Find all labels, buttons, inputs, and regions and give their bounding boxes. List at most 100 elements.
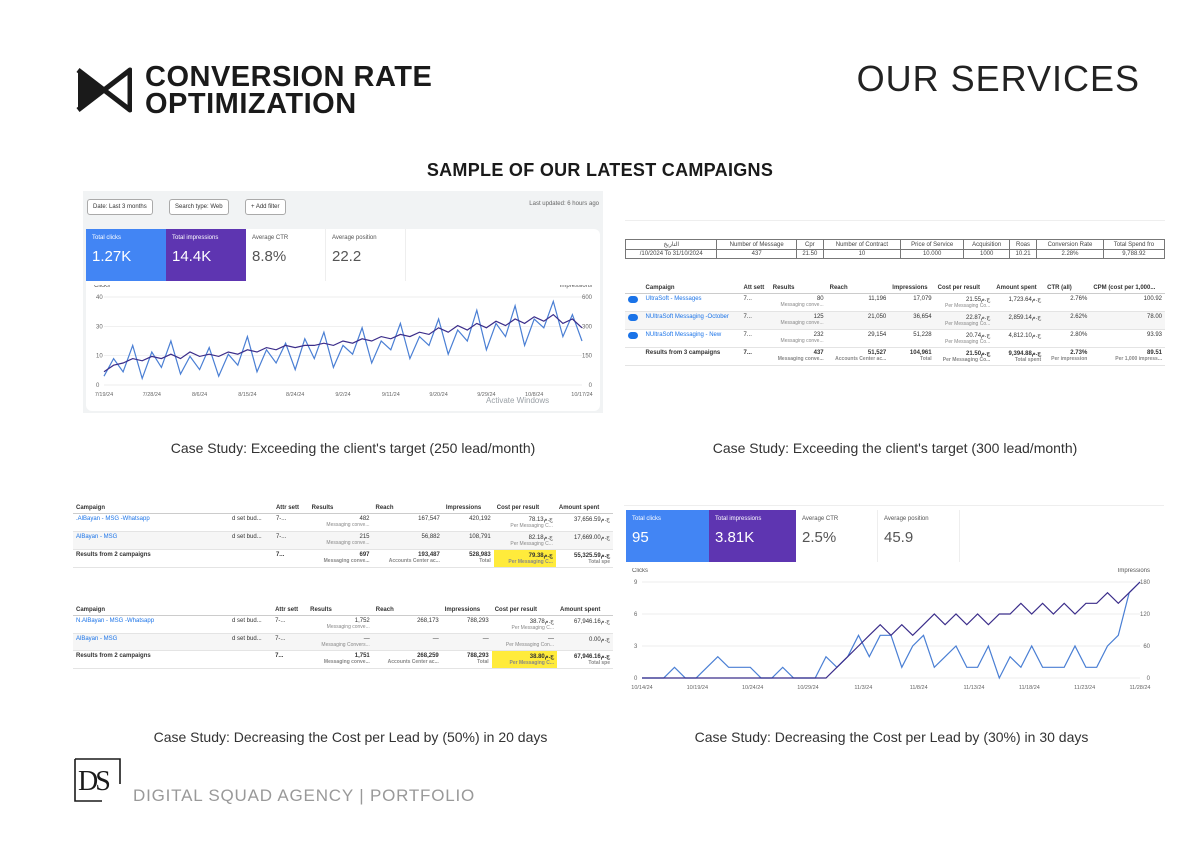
card-total-clicks[interactable]: Total clicks 1.27K <box>86 229 166 281</box>
col-header[interactable]: Amount spent <box>993 283 1045 294</box>
date-filter-chip[interactable]: Date: Last 3 months <box>87 199 153 215</box>
attribution-cell: 7-... <box>272 531 309 550</box>
col-header[interactable]: Amount spent <box>555 503 613 514</box>
toggle-switch[interactable] <box>628 332 638 339</box>
results-cell: 437 <box>813 350 824 356</box>
col-header[interactable]: Amount spent <box>557 605 613 616</box>
card-average-ctr[interactable]: Average CTR 2.5% <box>796 510 878 562</box>
col-header[interactable]: Campaign <box>642 283 741 294</box>
y2-tick-label: 150 <box>582 354 593 360</box>
card-total-clicks[interactable]: Total clicks 95 <box>626 510 709 562</box>
col-header[interactable]: Impressions <box>441 605 492 616</box>
section-title: SAMPLE OF OUR LATEST CAMPAIGNS <box>426 160 774 180</box>
campaign-name-link[interactable]: AlBayan - MSG <box>73 633 229 651</box>
x-tick-label: 7/19/24 <box>95 392 113 398</box>
sheet-header-cell: Roas <box>1009 239 1037 250</box>
ds-logo: DS <box>74 758 122 802</box>
col-header[interactable]: Att sett <box>740 283 770 294</box>
ctr-cell: 2.62% <box>1044 311 1091 330</box>
cpr-cell: — <box>548 636 555 642</box>
spent-cell: 67,946.16ج.م <box>557 615 613 634</box>
sheet-header-cell: Acquisition <box>963 239 1011 250</box>
card-total-impressions[interactable]: Total impressions 3.81K <box>709 510 796 562</box>
reach-cell: 193,487 <box>418 552 440 558</box>
attribution-cell: 7... <box>272 650 308 669</box>
col-header[interactable]: Attr sett <box>272 503 309 514</box>
col-header[interactable]: Campaign <box>73 605 229 616</box>
attribution-cell: 7-... <box>272 513 309 532</box>
card-label: Total clicks <box>632 516 662 522</box>
campaign-name-link[interactable]: UltraSoft - Messages <box>642 293 741 312</box>
series-line-clicks <box>103 299 583 381</box>
sheet-header-cell: Price of Service <box>900 239 965 250</box>
col-header[interactable]: Reach <box>372 503 443 514</box>
x-tick-label: 11/8/24 <box>910 685 928 691</box>
campaign-name-link[interactable]: NUltraSoft Messaging -October <box>642 311 741 330</box>
reach-cell: 11,196 <box>826 293 890 312</box>
col-header[interactable]: Results <box>769 283 827 294</box>
card-value: 3.81K <box>715 529 755 546</box>
cpr-highlight: 79.38ج.م Per Messaging C... <box>493 549 556 568</box>
col-header[interactable]: Cost per result <box>491 605 558 616</box>
caption-case-4: Case Study: Decreasing the Cost per Lead… <box>694 729 1089 745</box>
spent-cell: 37,656.59ج.م <box>555 513 613 532</box>
attribution-cell: 7... <box>740 347 770 366</box>
results-sub: Messaging conve... <box>780 338 824 344</box>
attribution-cell: 7... <box>272 549 309 568</box>
col-header[interactable]: Attr sett <box>272 605 308 616</box>
screenshot-ads-table-2: Campaign Attr sett Results Reach Impress… <box>73 503 613 699</box>
cpr-cell: 82.18ج.م <box>528 535 553 541</box>
campaign-name-link[interactable]: N.AlBayan - MSG -Whatsapp <box>73 615 229 634</box>
table-row: AlBayan - MSG d set bud... 7-... 215 Mess… <box>73 531 613 550</box>
col-header[interactable]: Impressions <box>889 283 935 294</box>
card-value: 2.5% <box>802 529 837 546</box>
col-header[interactable]: Results <box>308 503 373 514</box>
col-header[interactable]: Impressions <box>442 503 494 514</box>
results-cell: 125 <box>813 314 824 320</box>
y-tick-label: 9 <box>634 580 638 586</box>
col-header[interactable]: CTR (all) <box>1044 283 1091 294</box>
impressions-sub: Total <box>479 558 491 564</box>
card-average-ctr[interactable]: Average CTR 8.8% <box>246 229 326 281</box>
card-value: 8.8% <box>252 248 287 265</box>
col-header[interactable]: Cost per result <box>934 283 994 294</box>
cpr-cell: 20.74ج.م <box>966 333 991 339</box>
card-average-position[interactable]: Average position 45.9 <box>878 510 960 562</box>
results-cell: 482 <box>359 516 370 522</box>
cpm-sub: Per 1,000 impress... <box>1115 356 1162 362</box>
impressions-cell: 36,654 <box>889 311 935 330</box>
col-header[interactable]: Reach <box>372 605 442 616</box>
totals-label: Results from 2 campaigns <box>73 549 229 568</box>
results-sub: Messaging conve... <box>326 540 370 546</box>
card-label: Total clicks <box>92 235 122 241</box>
cpr-cell: 78.13ج.م <box>528 517 553 523</box>
col-header[interactable]: Campaign <box>73 503 229 514</box>
y2-tick-label: 0 <box>589 383 593 389</box>
impressions-cell: — <box>441 633 492 651</box>
x-tick-label: 10/19/24 <box>687 685 708 691</box>
series-line-impressions <box>103 313 583 373</box>
col-header[interactable]: Cost per result <box>493 503 556 514</box>
cpr-cell: 79.38ج.م <box>528 553 553 559</box>
add-filter-chip[interactable]: + Add filter <box>245 199 286 215</box>
totals-row: Results from 2 campaigns 7... 1,751 Messa… <box>73 650 613 669</box>
toggle-switch[interactable] <box>628 314 638 321</box>
card-value: 95 <box>632 529 649 546</box>
sheet-header-cell: Number of Contract <box>822 239 902 250</box>
x-tick-label: 10/17/24 <box>571 392 592 398</box>
card-average-position[interactable]: Average position 22.2 <box>326 229 406 281</box>
search-type-chip[interactable]: Search type: Web <box>169 199 229 215</box>
col-header[interactable]: Reach <box>826 283 890 294</box>
campaign-name-link[interactable]: AlBayan - MSG <box>73 531 229 550</box>
toggle-switch[interactable] <box>628 296 638 303</box>
x-tick-label: 11/23/24 <box>1074 685 1095 691</box>
totals-row: Results from 2 campaigns 7... 697 Messagi… <box>73 549 613 568</box>
col-header[interactable]: CPM (cost per 1,000... <box>1090 283 1165 294</box>
impressions-cell: 17,079 <box>889 293 935 312</box>
campaign-name-link[interactable]: NUltraSoft Messaging - New <box>642 329 741 348</box>
impressions-cell: 528,983 <box>469 552 491 558</box>
col-header[interactable]: Results <box>307 605 373 616</box>
card-total-impressions[interactable]: Total impressions 14.4K <box>166 229 246 281</box>
results-cell: 1,751 <box>354 653 370 659</box>
campaign-name-link[interactable]: .AlBayan - MSG -Whatsapp <box>73 513 229 532</box>
